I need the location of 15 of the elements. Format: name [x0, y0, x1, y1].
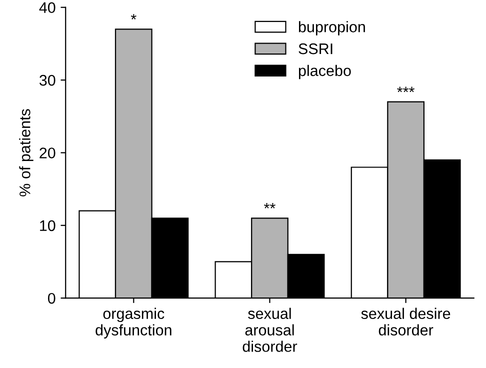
annotation: *** [397, 86, 414, 92]
x-tick-label: sexual desire disorder [361, 308, 450, 336]
x-tick-label: orgasmic dysfunction [96, 308, 172, 338]
legend-label: SSRI [298, 43, 332, 54]
x-tick-label: sexual arousal disorder [242, 308, 298, 352]
legend-label: placebo [298, 64, 351, 80]
y-axis-title: % of patients [19, 109, 34, 196]
y-tick-label: 40 [39, 2, 56, 14]
legend-label: bupropion [298, 21, 365, 36]
y-tick-label: 0 [48, 292, 56, 304]
annotation: * [130, 14, 136, 20]
y-tick-label: 10 [40, 220, 56, 232]
y-tick-label: 30 [39, 74, 56, 86]
annotation: ** [264, 203, 276, 208]
y-tick-label: 20 [40, 148, 56, 158]
